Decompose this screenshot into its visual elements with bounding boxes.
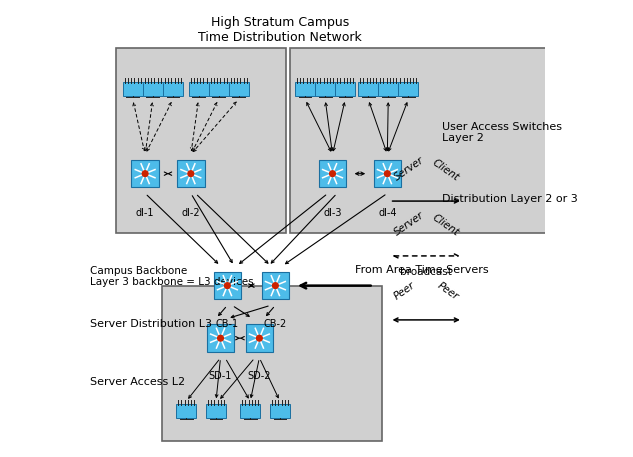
Text: User Access Switches
Layer 2: User Access Switches Layer 2 <box>442 122 562 143</box>
Circle shape <box>218 335 223 341</box>
FancyBboxPatch shape <box>246 324 273 352</box>
Text: Client: Client <box>430 212 460 238</box>
FancyBboxPatch shape <box>289 48 631 233</box>
FancyBboxPatch shape <box>161 286 382 441</box>
Text: Server: Server <box>392 210 425 238</box>
Text: broadcast: broadcast <box>400 267 452 277</box>
FancyBboxPatch shape <box>163 82 183 96</box>
FancyBboxPatch shape <box>295 82 315 96</box>
Circle shape <box>272 283 279 288</box>
FancyBboxPatch shape <box>378 82 398 96</box>
FancyBboxPatch shape <box>270 404 290 418</box>
FancyBboxPatch shape <box>335 82 355 96</box>
FancyBboxPatch shape <box>214 272 241 299</box>
FancyBboxPatch shape <box>176 404 196 418</box>
Text: dl-3: dl-3 <box>323 208 342 218</box>
Text: Peer: Peer <box>436 280 460 302</box>
Text: From Area Time Servers: From Area Time Servers <box>355 265 489 275</box>
Text: Distribution Layer 2 or 3: Distribution Layer 2 or 3 <box>442 194 578 204</box>
Text: Server Access L2: Server Access L2 <box>91 377 185 387</box>
Circle shape <box>256 335 262 341</box>
FancyBboxPatch shape <box>373 160 401 187</box>
FancyBboxPatch shape <box>319 160 346 187</box>
Text: Peer: Peer <box>392 280 417 302</box>
FancyBboxPatch shape <box>240 404 260 418</box>
FancyBboxPatch shape <box>189 82 209 96</box>
FancyBboxPatch shape <box>143 82 163 96</box>
Text: CB-2: CB-2 <box>264 319 287 329</box>
FancyBboxPatch shape <box>209 82 229 96</box>
FancyBboxPatch shape <box>229 82 249 96</box>
Text: CB-1: CB-1 <box>216 319 239 329</box>
FancyBboxPatch shape <box>261 272 289 299</box>
FancyBboxPatch shape <box>358 82 378 96</box>
FancyBboxPatch shape <box>206 404 226 418</box>
Text: Campus Backbone
Layer 3 backbone = L3 devices: Campus Backbone Layer 3 backbone = L3 de… <box>91 266 254 287</box>
FancyBboxPatch shape <box>123 82 143 96</box>
FancyBboxPatch shape <box>315 82 335 96</box>
FancyBboxPatch shape <box>207 324 234 352</box>
Text: SD-1: SD-1 <box>209 371 232 381</box>
Text: Server Distribution L3: Server Distribution L3 <box>91 319 212 329</box>
Text: SD-2: SD-2 <box>248 371 271 381</box>
Circle shape <box>384 171 390 176</box>
Text: dl-2: dl-2 <box>182 208 200 218</box>
Circle shape <box>142 171 148 176</box>
Text: dl-1: dl-1 <box>136 208 154 218</box>
FancyBboxPatch shape <box>132 160 159 187</box>
Text: Server: Server <box>392 155 425 183</box>
Text: High Stratum Campus
Time Distribution Network: High Stratum Campus Time Distribution Ne… <box>198 16 362 44</box>
Circle shape <box>188 171 194 176</box>
Text: Client: Client <box>430 157 460 183</box>
Circle shape <box>225 283 230 288</box>
FancyBboxPatch shape <box>177 160 204 187</box>
FancyBboxPatch shape <box>398 82 418 96</box>
Text: dl-4: dl-4 <box>378 208 397 218</box>
FancyBboxPatch shape <box>116 48 286 233</box>
Circle shape <box>330 171 335 176</box>
